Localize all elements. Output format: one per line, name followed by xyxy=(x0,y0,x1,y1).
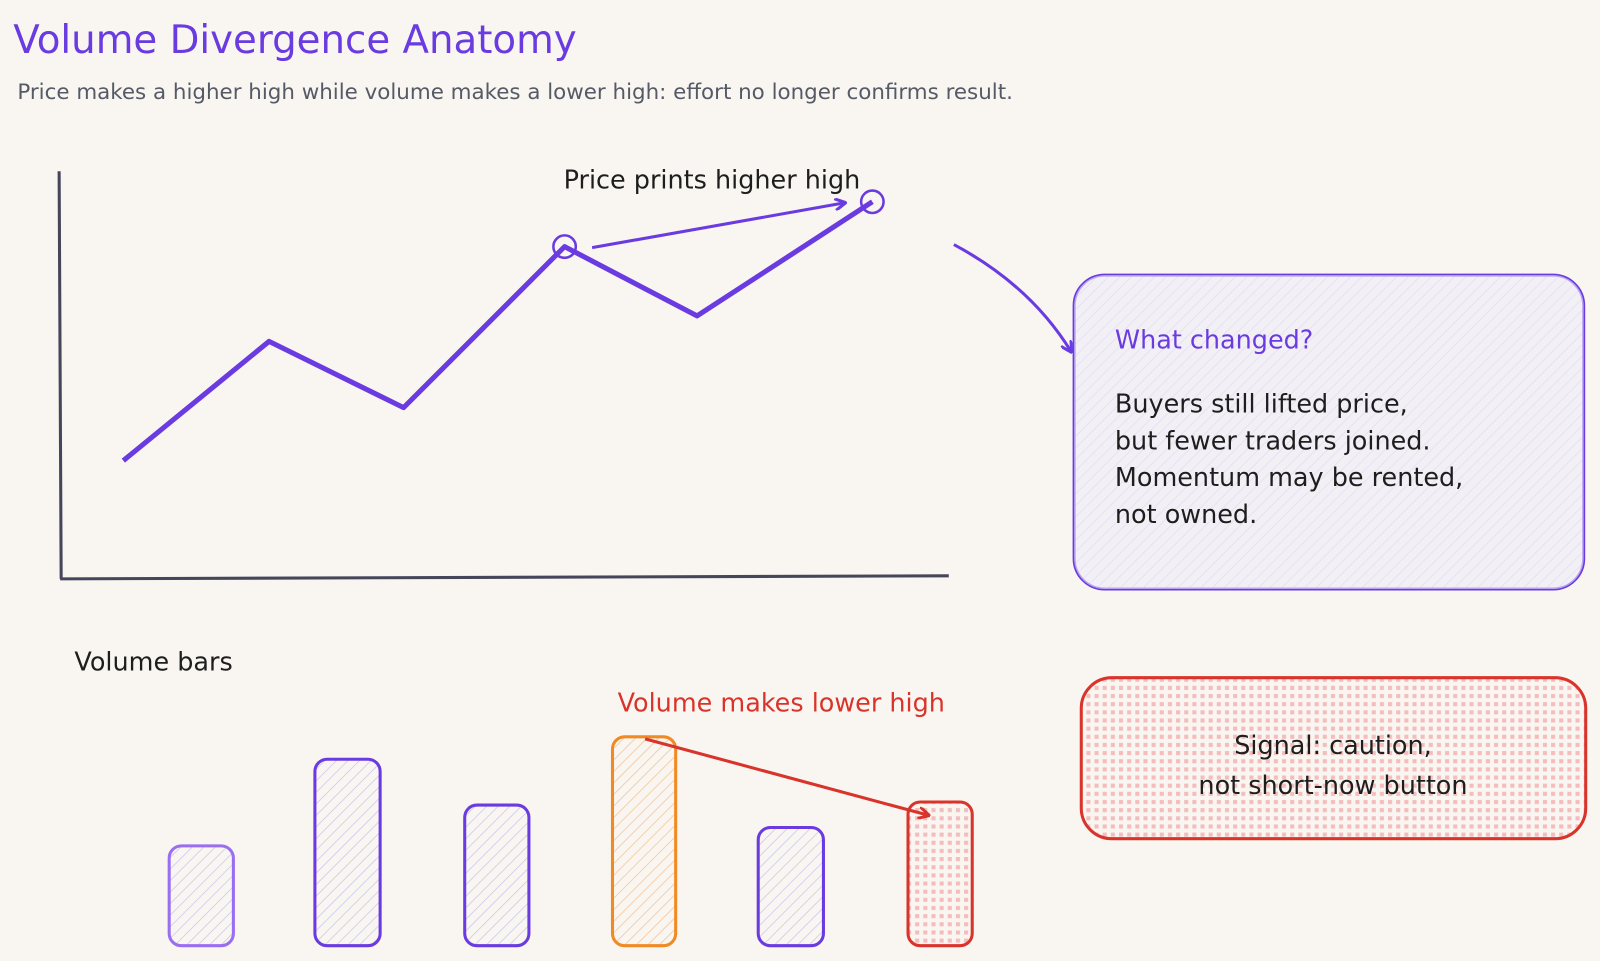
callout-line: Buyers still lifted price, xyxy=(1115,390,1408,420)
volume-label: Volume bars xyxy=(74,648,232,678)
callout-line: Momentum may be rented, xyxy=(1115,463,1463,493)
volume-annotation: Volume makes lower high xyxy=(618,688,945,718)
price-line xyxy=(121,199,874,463)
volume-bar xyxy=(610,735,678,948)
signal-box xyxy=(1079,676,1588,841)
volume-bar xyxy=(313,757,382,948)
high-marker xyxy=(552,234,578,260)
high-marker xyxy=(859,189,885,215)
callout-line: but fewer traders joined. xyxy=(1115,426,1431,456)
arrow xyxy=(591,203,845,250)
volume-bar xyxy=(167,844,235,948)
volume-bar xyxy=(463,803,531,948)
callout-bg xyxy=(1074,275,1584,590)
arrow xyxy=(953,243,1071,352)
callout-line: not owned. xyxy=(1115,500,1257,530)
signal-line: Signal: caution, xyxy=(1234,731,1432,761)
subtitle: Price makes a higher high while volume m… xyxy=(17,80,1013,105)
callout-title: What changed? xyxy=(1115,326,1313,356)
volume-bar xyxy=(906,800,974,948)
arrow xyxy=(644,737,928,815)
title: Volume Divergence Anatomy xyxy=(13,18,576,63)
y-axis xyxy=(57,171,63,579)
price-annotation: Price prints higher high xyxy=(564,166,861,196)
signal-line: not short-now button xyxy=(1198,771,1467,801)
x-axis xyxy=(60,574,949,581)
volume-bar xyxy=(756,825,825,948)
